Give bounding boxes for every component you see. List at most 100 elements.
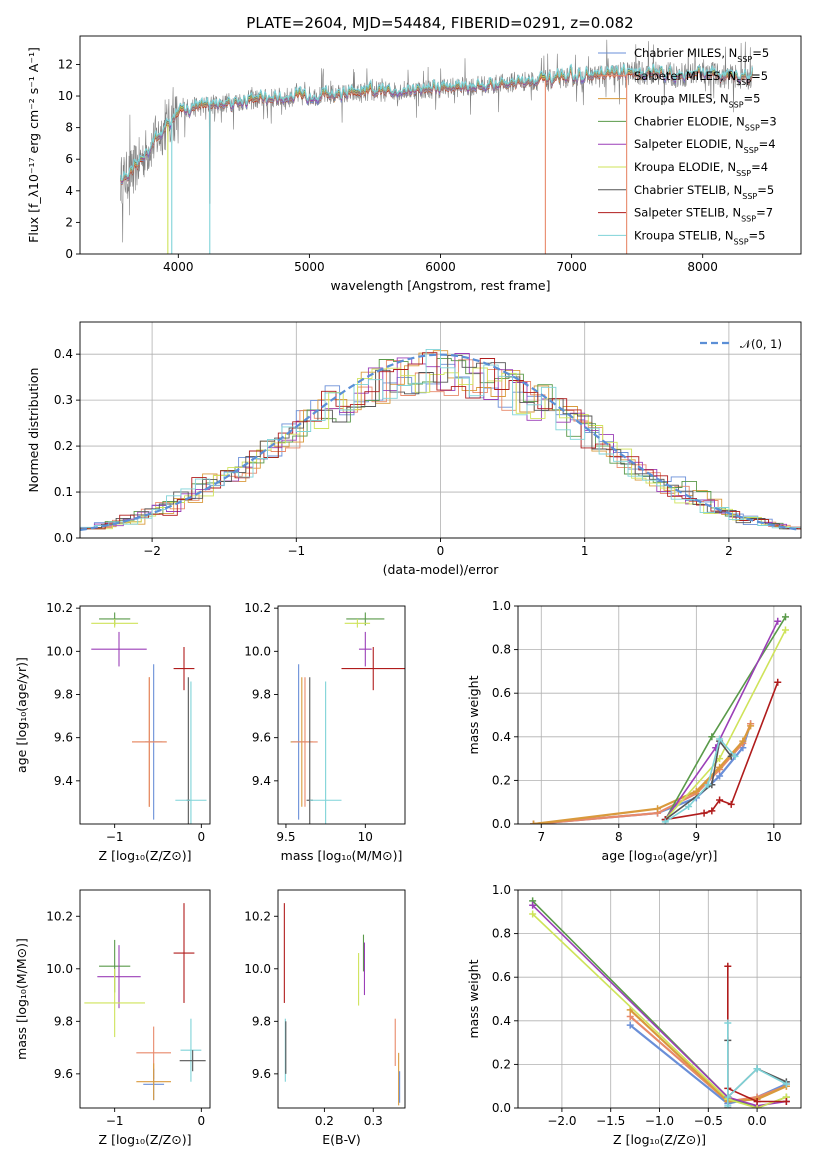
panel-age_vs_Z: −1 0 9.4 9.6 9.8 10.0 10.2 Z [log₁₀(Z/Z⊙)] age […: [14, 601, 211, 863]
marker-kroupa_stelib: [782, 1080, 790, 1088]
errorbar-kroupa_elodie: [91, 618, 139, 628]
y-axis-label: Flux [f_λ10⁻¹⁷ erg cm⁻² s⁻¹ A⁻¹]: [26, 47, 41, 243]
spectrum-legend: Chabrier MILES, NSSP=5 Salpeter MILES, NS…: [598, 46, 777, 246]
x-tick-label: −2.0: [547, 1114, 576, 1128]
marker-kroupa_miles: [747, 722, 755, 730]
marker-chabrier_miles: [626, 1021, 634, 1029]
y-tick-label: 10.0: [244, 644, 271, 658]
legend-label-salpeter_elodie: Salpeter ELODIE, NSSP=4: [634, 137, 776, 155]
y-tick-label: 10.2: [46, 601, 73, 615]
legend-label-chabrier_elodie: Chabrier ELODIE, NSSP=3: [634, 114, 777, 131]
axes-frame: [277, 889, 406, 1109]
x-tick-label: −1: [287, 544, 305, 558]
x-tick-label: 9: [693, 830, 701, 844]
y-tick-label: 0.0: [492, 817, 511, 831]
x-tick-label: −1: [106, 830, 124, 844]
figure-title: PLATE=2604, MJD=54484, FIBERID=0291, z=0…: [246, 14, 633, 32]
y-axis-label: Normed distribution: [26, 368, 41, 493]
errorbar-kroupa_elodie: [84, 968, 145, 1038]
y-tick-label: 0.2: [54, 439, 73, 453]
marker-kroupa_stelib: [704, 781, 712, 789]
mass-weight-line-salpeter_elodie: [532, 904, 787, 1107]
mass-weight-line-kroupa_miles: [629, 1009, 787, 1103]
axes-frame: [517, 605, 802, 825]
x-tick-label: 0.0: [748, 1114, 767, 1128]
y-tick-label: 0.8: [492, 643, 511, 657]
panel-mass_vs_ebv: 0.2 0.3 9.6 9.8 10.0 10.2 E(B-V): [244, 889, 406, 1147]
x-tick-label: 9.5: [276, 830, 295, 844]
marker-salpeter_stelib: [724, 962, 732, 970]
marker-kroupa_miles: [654, 805, 662, 813]
legend-label-salpeter_miles: Salpeter MILES, NSSP=5: [634, 69, 768, 87]
legend-label-kroupa_miles: Kroupa MILES, NSSP=5: [634, 92, 760, 110]
marker-kroupa_stelib: [724, 1102, 732, 1108]
x-axis-label: wavelength [Angstrom, rest frame]: [330, 278, 550, 293]
marker-kroupa_elodie: [753, 1104, 761, 1108]
x-tick-label: 10: [766, 830, 781, 844]
x-tick-label: −2: [143, 544, 161, 558]
y-tick-label: 10.2: [46, 909, 73, 923]
plot-area-residuals: [80, 348, 801, 531]
y-tick-label: 6: [65, 152, 73, 166]
x-tick-label: 0.2: [315, 1114, 334, 1128]
panel-mass_weight_vs_age: 7 8 9 10 0.0 0.2 0.4 0.6 0.8 1.0 age [log₁₀(age/yr…: [466, 599, 802, 863]
x-tick-label: −1.5: [596, 1114, 625, 1128]
y-tick-label: 0.0: [492, 1101, 511, 1115]
legend-label-kroupa_stelib: Kroupa STELIB, NSSP=5: [634, 228, 765, 246]
mass-weight-line-salpeter_stelib: [665, 682, 779, 821]
y-tick-label: 9.8: [252, 687, 271, 701]
y-tick-label: 0.4: [492, 730, 511, 744]
y-tick-label: 0.2: [492, 1057, 511, 1071]
y-tick-label: 10.0: [46, 644, 73, 658]
x-tick-label: 1: [581, 544, 589, 558]
y-tick-label: 12: [58, 57, 73, 71]
marker-salpeter_stelib: [708, 807, 716, 815]
x-tick-label: 0: [198, 1114, 206, 1128]
axes-frame: [79, 605, 211, 825]
normal-curve: [80, 353, 799, 531]
marker-kroupa_stelib: [661, 818, 669, 824]
marker-kroupa_stelib: [685, 803, 693, 811]
plot-area-spectrum: [120, 39, 753, 254]
marker-salpeter_stelib: [782, 1097, 790, 1105]
x-tick-label: −1: [106, 1114, 124, 1128]
marker-salpeter_elodie: [774, 617, 782, 625]
y-tick-label: 1.0: [492, 599, 511, 613]
errorbar-salpeter_miles: [132, 677, 167, 807]
marker-kroupa_stelib: [753, 1065, 761, 1073]
marker-salpeter_elodie: [529, 901, 537, 909]
y-axis-label: mass weight: [466, 959, 481, 1038]
marker-kroupa_miles: [530, 820, 538, 824]
y-tick-label: 10: [58, 89, 73, 103]
x-axis-label: age [log₁₀(age/yr)]: [602, 848, 718, 863]
plot-area-age_vs_mass: [290, 612, 405, 824]
y-tick-label: 8: [65, 121, 73, 135]
marker-kroupa_miles: [716, 763, 724, 771]
plot-area-mass_weight_vs_age: [530, 613, 789, 824]
x-axis-label: E(B-V): [322, 1132, 361, 1147]
x-axis-label: (data-model)/error: [383, 562, 500, 577]
axes-frame: [277, 605, 406, 825]
marker-kroupa_elodie: [529, 910, 537, 918]
axes-frame: [79, 889, 211, 1109]
errorbar-salpeter_elodie: [97, 945, 141, 1009]
x-tick-label: 10: [358, 830, 373, 844]
marker-salpeter_stelib: [700, 809, 708, 817]
marker-chabrier_elodie: [781, 613, 789, 621]
errorbar-salpeter_miles: [292, 677, 318, 807]
y-tick-label: 10.2: [244, 909, 271, 923]
y-axis-label: age [log₁₀(age/yr)]: [14, 657, 29, 773]
errorbar-kroupa_elodie: [344, 618, 371, 628]
marker-salpeter_stelib: [716, 796, 724, 804]
errorbar-salpeter_elodie: [91, 631, 147, 667]
y-tick-label: 0.4: [54, 347, 73, 361]
y-axis-label: mass weight: [466, 675, 481, 754]
legend-label-salpeter_stelib: Salpeter STELIB, NSSP=7: [634, 206, 773, 224]
errorbar-chabrier_stelib: [179, 1050, 206, 1072]
panel-age_vs_mass: 9.5 10 9.4 9.6 9.8 10.0 10.2 mass [log₁₀(M/M⊙)]: [244, 601, 406, 863]
panel-spectrum: Chabrier MILES, NSSP=5 Salpeter MILES, NS…: [26, 35, 802, 293]
errorbar-salpeter_elodie: [358, 631, 372, 667]
y-tick-label: 9.4: [252, 774, 271, 788]
mass-weight-line-kroupa_elodie: [532, 913, 787, 1108]
